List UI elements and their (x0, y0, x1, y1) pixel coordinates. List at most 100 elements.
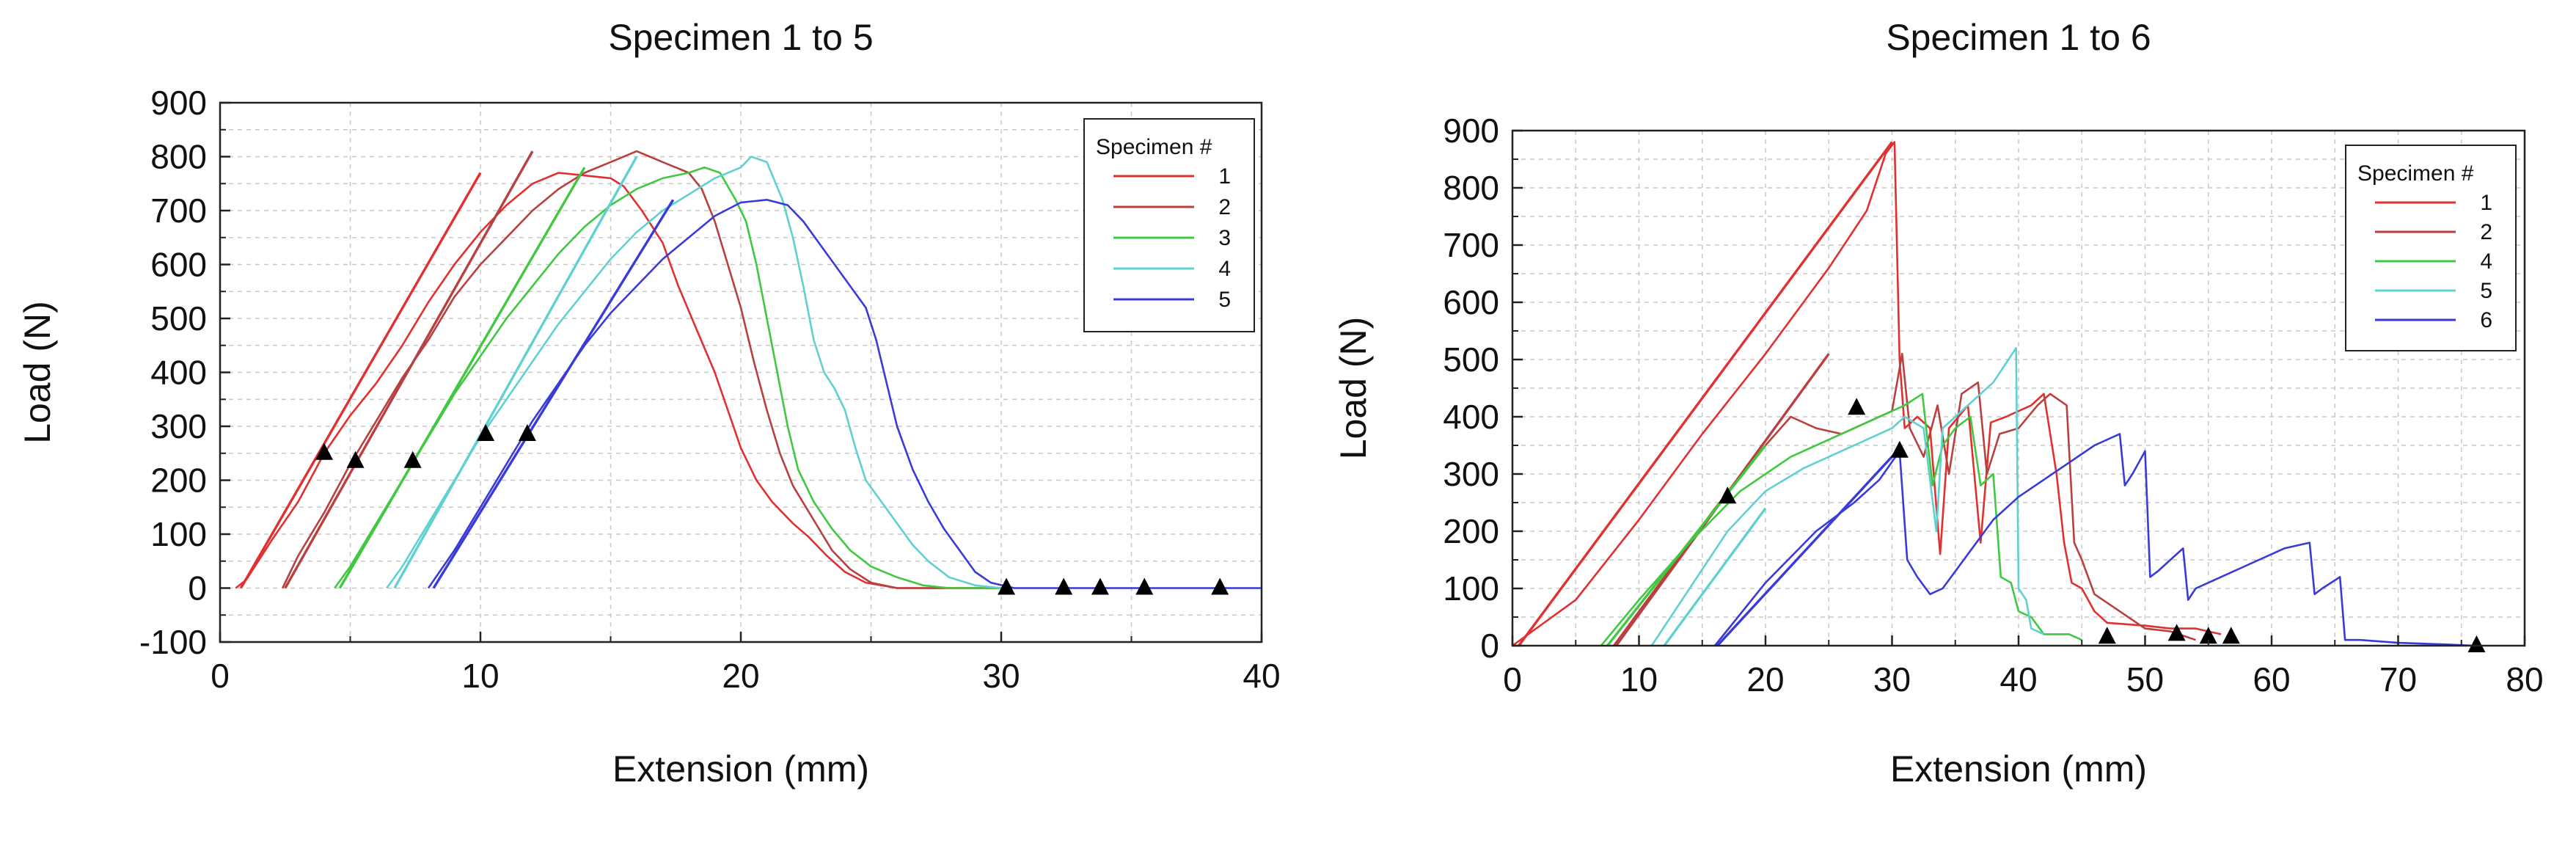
series-line-specimen-4 (393, 156, 638, 589)
legend: Specimen #1 2 4 5 6 (2345, 145, 2517, 351)
legend-label-specimen-1: 1 (1218, 164, 1231, 189)
axes: 0 10 20 30 40 50 60 70 8001002003004005006007008… (1443, 112, 2543, 699)
y-tick-label: 200 (1443, 512, 1499, 550)
legend-box (2345, 145, 2517, 351)
series-line-specimen-3 (334, 166, 1001, 589)
legend-label-specimen-1: 1 (2480, 191, 2492, 215)
triangle-marker (346, 451, 365, 468)
y-tick-label: 700 (1443, 226, 1499, 264)
triangle-marker (2167, 624, 2186, 641)
triangle-marker (477, 424, 495, 442)
x-tick-label: 10 (1620, 660, 1658, 699)
y-tick-label: 0 (188, 569, 207, 608)
series-line-specimen-6 (1713, 433, 2475, 647)
triangle-marker (315, 442, 333, 460)
x-axis-label: Extension (mm) (1890, 748, 2147, 789)
y-tick-label: 300 (1443, 455, 1499, 493)
series-line-specimen-5 (432, 199, 675, 589)
x-tick-label: 0 (1503, 660, 1522, 699)
legend-title: Specimen # (2357, 161, 2474, 186)
chart-title: Specimen 1 to 5 (608, 17, 873, 58)
series-line-specimen-4 (386, 156, 1002, 589)
y-tick-label: -100 (139, 623, 207, 661)
y-tick-label: 200 (150, 462, 207, 500)
x-tick-label: 60 (2253, 660, 2290, 699)
x-axis-label: Extension (mm) (612, 748, 869, 789)
axes: 0 10 20 30 40-100010020030040050060070080090… (139, 84, 1281, 695)
y-tick-label: 100 (1443, 569, 1499, 608)
triangle-marker (518, 424, 536, 442)
triangle-marker (1719, 486, 1737, 504)
x-tick-label: 50 (2126, 660, 2164, 699)
series-line-specimen-1 (235, 172, 1001, 589)
series-line-specimen-6 (1716, 450, 1898, 647)
triangle-marker (403, 451, 422, 468)
y-tick-label: 800 (150, 138, 207, 176)
series-group (235, 150, 1262, 589)
y-tick-label: 500 (150, 299, 207, 338)
series-line-specimen-2 (282, 150, 1001, 589)
legend-box (1083, 118, 1255, 332)
series-group (1512, 141, 2475, 647)
legend-title: Specimen # (1096, 135, 1212, 159)
triangle-marker (1135, 577, 1154, 595)
series-line-specimen-1 (1512, 141, 2222, 647)
x-tick-label: 80 (2506, 660, 2543, 699)
x-tick-label: 0 (211, 657, 230, 695)
x-tick-label: 20 (1746, 660, 1784, 699)
series-line-specimen-3 (338, 167, 586, 589)
series-line-specimen-4 (1600, 393, 2082, 646)
legend-label-specimen-4: 4 (2480, 249, 2492, 274)
chart-1: Specimen 1 to 50 10 20 30 40-100010020030040… (17, 17, 1281, 789)
y-tick-label: 600 (150, 246, 207, 284)
series-line-specimen-4 (1606, 444, 1767, 647)
x-tick-label: 30 (1873, 660, 1911, 699)
x-tick-label: 10 (461, 657, 499, 695)
y-tick-label: 400 (150, 354, 207, 392)
triangle-marker (1091, 577, 1109, 595)
y-tick-label: 300 (150, 407, 207, 445)
legend-label-specimen-3: 3 (1218, 226, 1231, 250)
series-line-specimen-2 (284, 150, 534, 589)
series-line-specimen-5 (1663, 507, 1767, 647)
x-tick-label: 30 (982, 657, 1020, 695)
legend-label-specimen-4: 4 (1218, 257, 1231, 281)
triangle-marker (1848, 398, 1866, 415)
series-line-specimen-1 (239, 172, 482, 589)
y-axis-label: Load (N) (17, 301, 58, 444)
y-tick-label: 900 (150, 84, 207, 122)
chart-title: Specimen 1 to 6 (1886, 17, 2151, 58)
y-axis-label: Load (N) (1333, 317, 1374, 460)
y-tick-label: 900 (1443, 112, 1499, 150)
y-tick-label: 800 (1443, 169, 1499, 207)
y-tick-label: 0 (1480, 627, 1499, 665)
y-tick-label: 700 (150, 192, 207, 230)
triangle-marker (998, 577, 1016, 595)
triangle-marker (2222, 627, 2240, 644)
legend-label-specimen-5: 5 (2480, 279, 2492, 303)
y-tick-label: 600 (1443, 283, 1499, 321)
markers (315, 424, 1229, 595)
y-tick-label: 100 (150, 515, 207, 553)
triangle-marker (1055, 577, 1073, 595)
series-line-specimen-2 (1612, 352, 2196, 646)
chart-2: Specimen 1 to 60 10 20 30 40 50 60 70 8001002003… (1333, 17, 2544, 789)
series-line-specimen-1 (1518, 141, 1893, 647)
triangle-marker (2199, 627, 2217, 644)
triangle-marker (1211, 577, 1229, 595)
legend-label-specimen-2: 2 (2480, 220, 2492, 244)
triangle-marker (2467, 635, 2486, 652)
triangle-marker (1890, 440, 1909, 458)
series-line-specimen-5 (1650, 347, 2045, 646)
legend-label-specimen-5: 5 (1218, 288, 1231, 312)
legend-label-specimen-2: 2 (1218, 195, 1231, 219)
x-tick-label: 70 (2379, 660, 2417, 699)
legend: Specimen #1 2 3 4 5 (1083, 118, 1255, 332)
x-tick-label: 40 (1243, 657, 1280, 695)
legend-label-specimen-6: 6 (2480, 308, 2492, 332)
triangle-marker (2098, 627, 2116, 644)
y-tick-label: 400 (1443, 398, 1499, 436)
x-tick-label: 20 (722, 657, 759, 695)
